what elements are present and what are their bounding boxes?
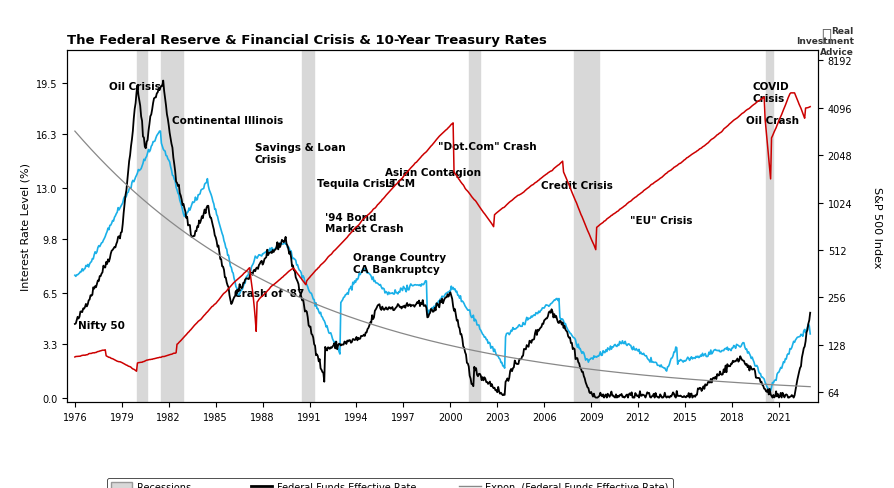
Text: Oil Crash: Oil Crash (746, 116, 799, 126)
Text: Orange Country
CA Bankruptcy: Orange Country CA Bankruptcy (353, 253, 446, 274)
Text: Crash of '87: Crash of '87 (234, 288, 305, 298)
Text: Asian Contagion
LTCM: Asian Contagion LTCM (384, 167, 481, 189)
Bar (301, 51, 314, 403)
Text: Nifty 50: Nifty 50 (78, 321, 125, 330)
Y-axis label: S&P 500 Index: S&P 500 Index (872, 186, 881, 267)
Text: Savings & Loan
Crisis: Savings & Loan Crisis (255, 143, 345, 164)
Bar (161, 51, 182, 403)
Text: COVID
Crisis: COVID Crisis (752, 82, 789, 103)
Bar (574, 51, 599, 403)
Text: "EU" Crisis: "EU" Crisis (630, 216, 693, 225)
Text: "Dot.Com" Crash: "Dot.Com" Crash (438, 142, 536, 151)
Bar (469, 51, 480, 403)
Text: '94 Bond
Market Crash: '94 Bond Market Crash (325, 212, 404, 234)
Bar (138, 51, 147, 403)
Bar (766, 51, 772, 403)
Legend: Recessions, 10-Year Treasury Yield, Federal Funds Effective Rate, S&P 500 COMPOS: Recessions, 10-Year Treasury Yield, Fede… (107, 478, 673, 488)
Text: The Federal Reserve & Financial Crisis & 10-Year Treasury Rates: The Federal Reserve & Financial Crisis &… (67, 34, 547, 47)
Y-axis label: Interest Rate Level (%): Interest Rate Level (%) (21, 163, 30, 291)
Text: Tequila Crisis: Tequila Crisis (317, 179, 395, 188)
Text: Oil Crisis: Oil Crisis (109, 82, 161, 92)
Text: 🦅: 🦅 (821, 27, 831, 45)
Text: Credit Crisis: Credit Crisis (541, 180, 613, 190)
Text: Continental Illinois: Continental Illinois (172, 116, 283, 126)
Text: Real
Investment
Advice: Real Investment Advice (796, 27, 854, 57)
